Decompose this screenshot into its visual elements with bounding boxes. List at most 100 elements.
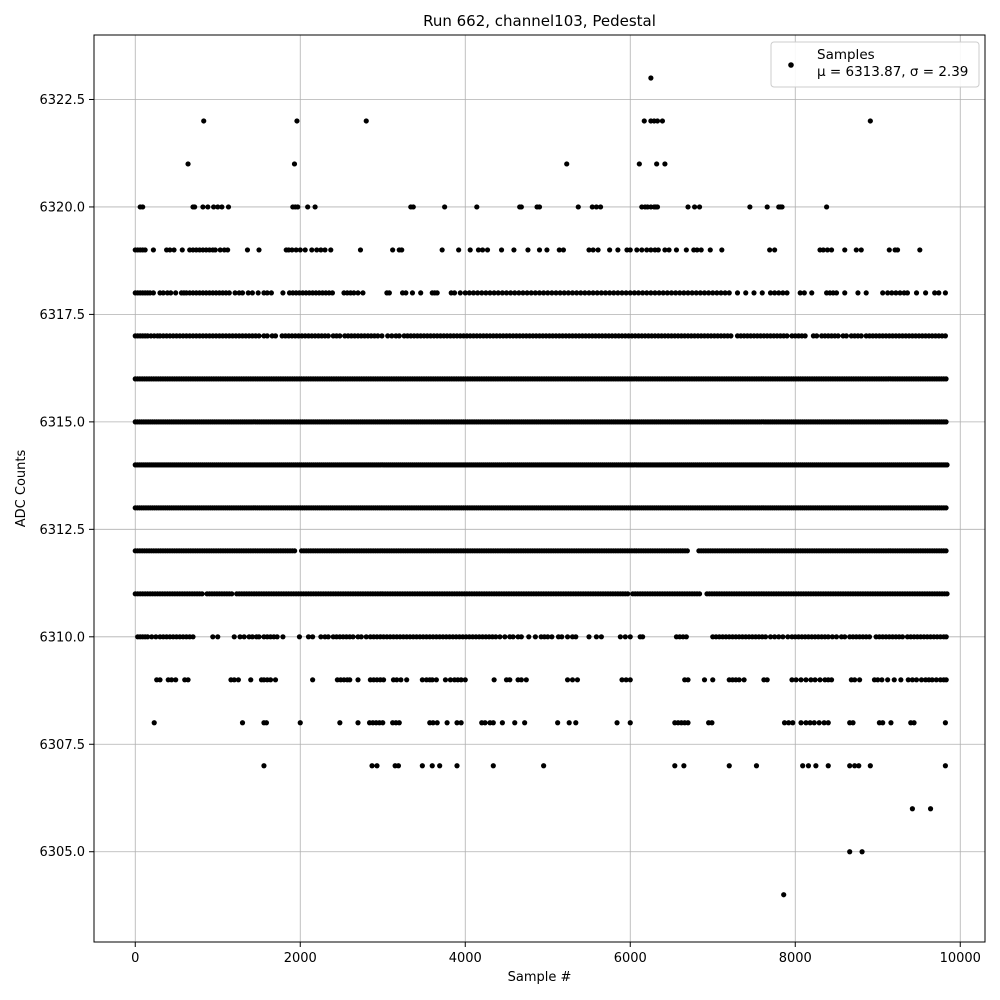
data-point xyxy=(404,677,410,683)
data-point xyxy=(255,290,261,296)
data-point xyxy=(185,677,191,683)
data-point xyxy=(390,247,396,253)
data-point xyxy=(741,677,747,683)
data-point xyxy=(736,677,742,683)
data-point xyxy=(168,677,175,683)
x-tick-label: 4000 xyxy=(449,951,482,966)
data-point xyxy=(302,247,308,253)
data-point xyxy=(828,247,835,253)
data-point xyxy=(199,591,205,597)
data-point xyxy=(942,333,949,339)
data-point xyxy=(858,247,864,253)
data-point xyxy=(232,290,238,296)
data-point xyxy=(589,204,595,210)
data-point xyxy=(855,290,861,296)
data-point xyxy=(380,677,387,683)
data-point xyxy=(566,720,572,726)
data-point xyxy=(160,290,166,296)
data-point xyxy=(614,720,620,726)
data-point xyxy=(879,677,885,683)
data-point xyxy=(885,290,891,296)
data-point xyxy=(578,290,584,296)
data-point xyxy=(457,290,463,296)
data-point xyxy=(943,419,949,425)
data-point xyxy=(932,290,938,296)
data-point xyxy=(458,720,464,726)
data-point xyxy=(418,290,424,296)
data-point xyxy=(805,763,812,769)
data-point xyxy=(525,247,531,253)
data-point xyxy=(825,720,831,726)
data-point xyxy=(560,247,567,253)
data-point xyxy=(451,290,458,296)
data-point xyxy=(419,763,425,769)
data-point xyxy=(586,247,592,253)
data-point xyxy=(689,290,695,296)
data-point xyxy=(677,290,683,296)
data-point xyxy=(662,161,668,167)
data-point xyxy=(511,247,517,253)
data-point xyxy=(314,247,320,253)
data-point xyxy=(322,247,328,253)
data-point xyxy=(793,677,799,683)
data-point xyxy=(776,634,782,640)
data-point xyxy=(294,118,300,124)
data-point xyxy=(190,634,196,640)
data-point xyxy=(475,247,482,253)
data-point xyxy=(403,290,409,296)
data-point xyxy=(743,290,749,296)
data-point xyxy=(943,376,949,382)
data-point xyxy=(192,204,198,210)
data-point xyxy=(398,677,404,683)
data-point xyxy=(859,849,865,855)
data-point xyxy=(231,634,237,640)
data-point xyxy=(696,204,703,210)
data-point xyxy=(706,290,712,296)
data-point xyxy=(217,247,223,253)
data-point xyxy=(820,247,826,253)
data-point xyxy=(927,806,934,812)
data-point xyxy=(880,290,886,296)
data-point xyxy=(842,634,848,640)
y-tick-label: 6317.5 xyxy=(40,308,86,323)
data-point xyxy=(813,763,819,769)
data-point xyxy=(816,720,822,726)
data-point xyxy=(280,290,286,296)
data-point xyxy=(491,677,497,683)
data-point xyxy=(814,333,820,339)
data-point xyxy=(821,720,827,726)
data-point xyxy=(369,763,375,769)
data-point xyxy=(549,634,555,640)
data-point xyxy=(296,634,303,640)
data-point xyxy=(215,204,221,210)
data-point xyxy=(685,290,691,296)
data-point xyxy=(897,290,903,296)
data-point xyxy=(648,247,654,253)
data-point xyxy=(249,634,255,640)
plot-area-frame xyxy=(93,34,986,943)
data-point xyxy=(627,720,633,726)
data-point xyxy=(153,634,159,640)
data-point xyxy=(809,290,815,296)
y-axis-label: ADC Counts xyxy=(14,450,29,528)
data-point xyxy=(466,290,472,296)
data-point xyxy=(211,204,217,210)
data-point xyxy=(142,247,148,253)
data-point xyxy=(779,204,785,210)
data-point xyxy=(772,634,778,640)
chart-title: Run 662, channel103, Pedestal xyxy=(423,12,656,30)
data-point xyxy=(458,677,464,683)
data-point xyxy=(747,204,753,210)
data-point xyxy=(598,634,604,640)
data-point xyxy=(798,720,804,726)
data-point xyxy=(429,763,435,769)
legend-series-name: Samples xyxy=(817,47,875,63)
data-point xyxy=(325,634,331,640)
data-point xyxy=(875,677,881,683)
data-point xyxy=(683,634,689,640)
data-point xyxy=(726,763,732,769)
data-point xyxy=(241,634,247,640)
data-point xyxy=(545,634,551,640)
data-point xyxy=(640,290,646,296)
data-point xyxy=(536,204,543,210)
